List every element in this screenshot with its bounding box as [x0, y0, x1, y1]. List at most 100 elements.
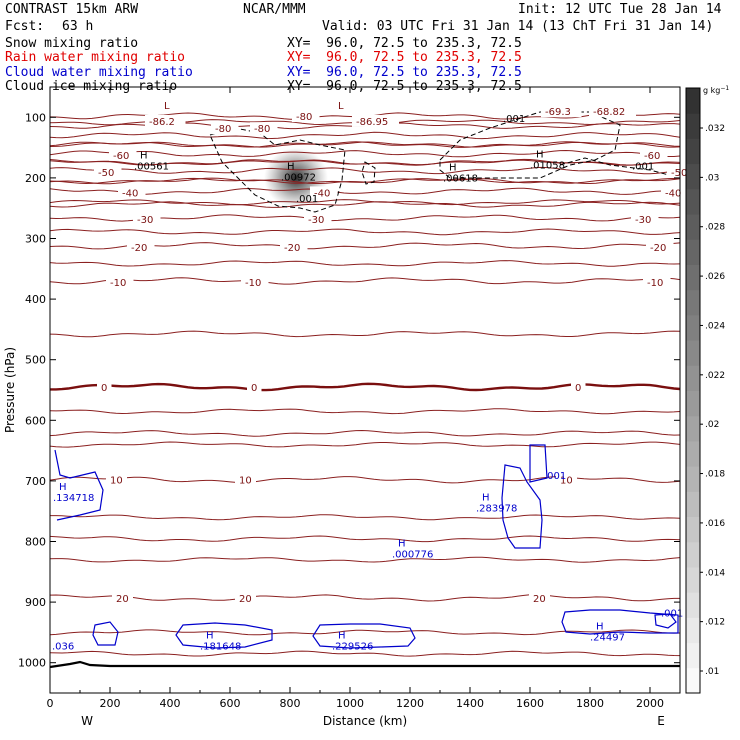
temperature-label: -20	[284, 243, 300, 254]
extremum-marker: H	[287, 161, 295, 172]
colorbar-cell	[686, 642, 700, 669]
extremum-marker: L	[164, 101, 170, 112]
temperature-contour-20	[49, 594, 680, 602]
cloud-ice-contour	[559, 157, 681, 179]
temp-label-bg	[106, 473, 127, 486]
model-title: CONTRAST 15km ARW	[5, 2, 139, 17]
temp-label-bg	[292, 110, 320, 123]
extremum-marker: H	[59, 482, 67, 493]
y-tick-label: 700	[25, 475, 46, 488]
x-tick-label: 1600	[516, 697, 544, 710]
colorbar-tick-label: .018	[705, 470, 725, 480]
colorbar-cell	[686, 491, 700, 518]
temperature-contour-extra	[49, 441, 681, 448]
extremum-marker: H	[536, 149, 544, 160]
temperature-contour-extra	[50, 514, 681, 521]
cloud-ice-contour	[209, 127, 346, 213]
temperature-label: -60	[644, 151, 660, 162]
field-rain-xy: XY= 96.0, 72.5 to 235.3, 72.5	[287, 50, 522, 65]
x-end-left: W	[81, 714, 93, 728]
forecast-value: 63 h	[62, 19, 94, 34]
extremum-value: .229526	[332, 641, 373, 652]
cloud-water-contour	[501, 464, 543, 549]
extremum-marker: H	[338, 630, 346, 641]
temperature-contour-extra	[49, 408, 681, 415]
temperature-label: -10	[245, 278, 261, 289]
temp-label-bg	[631, 213, 659, 226]
temperature-contour--40	[49, 187, 681, 195]
cloud-ice-label: .001	[296, 194, 318, 205]
x-tick-label: 800	[280, 697, 301, 710]
temp-label-bg	[643, 276, 671, 289]
temperature-label: 20	[116, 594, 129, 605]
temp-label-bg	[250, 122, 278, 135]
colorbar-cell	[686, 239, 700, 265]
extremum-value: .00561	[134, 162, 169, 173]
temperature-contour-extra	[49, 629, 681, 636]
extremum-value: .01058	[530, 160, 565, 171]
colorbar-cell	[686, 264, 700, 291]
temperature-label: 0	[575, 383, 581, 394]
temp-label-bg	[109, 148, 137, 161]
colorbar-cell	[686, 667, 700, 694]
temperature-label: -80	[215, 124, 231, 135]
temperature-label: -50	[98, 168, 114, 179]
temperature-label: -80	[254, 124, 270, 135]
temp-label-bg	[571, 380, 586, 393]
temperature-contour-intermediate	[49, 260, 681, 267]
init-time: Init: 12 UTC Tue 28 Jan 14	[518, 2, 722, 17]
temperature-label: 0	[251, 383, 257, 394]
forecast-label: Fcst:	[5, 19, 45, 34]
temperature-contour-intermediate	[49, 429, 681, 437]
y-tick-label: 1000	[18, 657, 46, 670]
extremum-value: .283978	[476, 503, 517, 514]
colorbar-tick-label: .016	[705, 519, 725, 529]
cloud-ice-contour	[361, 161, 376, 185]
temperature-label: -40	[665, 188, 681, 199]
y-tick-label: 200	[25, 172, 46, 185]
cloud-water-contour	[92, 621, 119, 646]
temperature-contour-intermediate	[49, 535, 681, 543]
temperature-contour-extra	[49, 177, 681, 185]
temp-label-bg	[640, 148, 668, 161]
cloud-ice-label: .001	[632, 161, 654, 172]
x-tick-label: 600	[220, 697, 241, 710]
temperature-label: -40	[314, 188, 330, 199]
temperature-label: -80	[296, 112, 312, 123]
colorbar-cell	[686, 617, 700, 644]
temperature-label: -86.95	[356, 117, 388, 128]
surface-pressure-line	[49, 660, 680, 669]
x-tick-label: 2000	[636, 697, 664, 710]
temp-label-bg	[556, 473, 577, 486]
y-axis-label: Pressure (hPa)	[3, 347, 17, 433]
temperature-contour-intermediate	[49, 228, 681, 236]
temperature-label: -30	[635, 215, 651, 226]
colorbar-cell	[686, 188, 700, 215]
temperature-label: -30	[308, 215, 324, 226]
y-tick-label: 100	[25, 111, 46, 124]
x-tick-label: 1800	[576, 697, 604, 710]
temperature-contour-intermediate	[49, 201, 681, 208]
colorbar-tick-label: .03	[705, 173, 719, 183]
temp-label-bg	[112, 591, 133, 604]
temperature-label: -30	[137, 215, 153, 226]
valid-time: Valid: 03 UTC Fri 31 Jan 14 (13 ChT Fri …	[322, 19, 714, 34]
cloud-water-label: .036	[52, 642, 74, 653]
colorbar-tick-label: .012	[705, 618, 725, 628]
colorbar-cell	[686, 390, 700, 417]
colorbar-cell	[686, 592, 700, 618]
field-cloudwater-xy: XY= 96.0, 72.5 to 235.3, 72.5	[287, 65, 522, 80]
temperature-contour-extra	[49, 650, 681, 657]
temp-label-bg	[106, 276, 134, 289]
colorbar-cell	[686, 365, 700, 391]
temp-label-bg	[310, 186, 338, 199]
colorbar-tick-label: .032	[705, 124, 725, 134]
plot-frame	[49, 86, 681, 694]
colorbar-cell	[686, 415, 700, 442]
cloud-ice-contour	[439, 111, 621, 179]
colorbar-cell	[686, 138, 700, 165]
extremum-marker: H	[398, 538, 406, 549]
cloud-water-contour	[312, 623, 416, 649]
temperature-label: -50	[671, 168, 687, 179]
temp-label-bg	[529, 591, 550, 604]
